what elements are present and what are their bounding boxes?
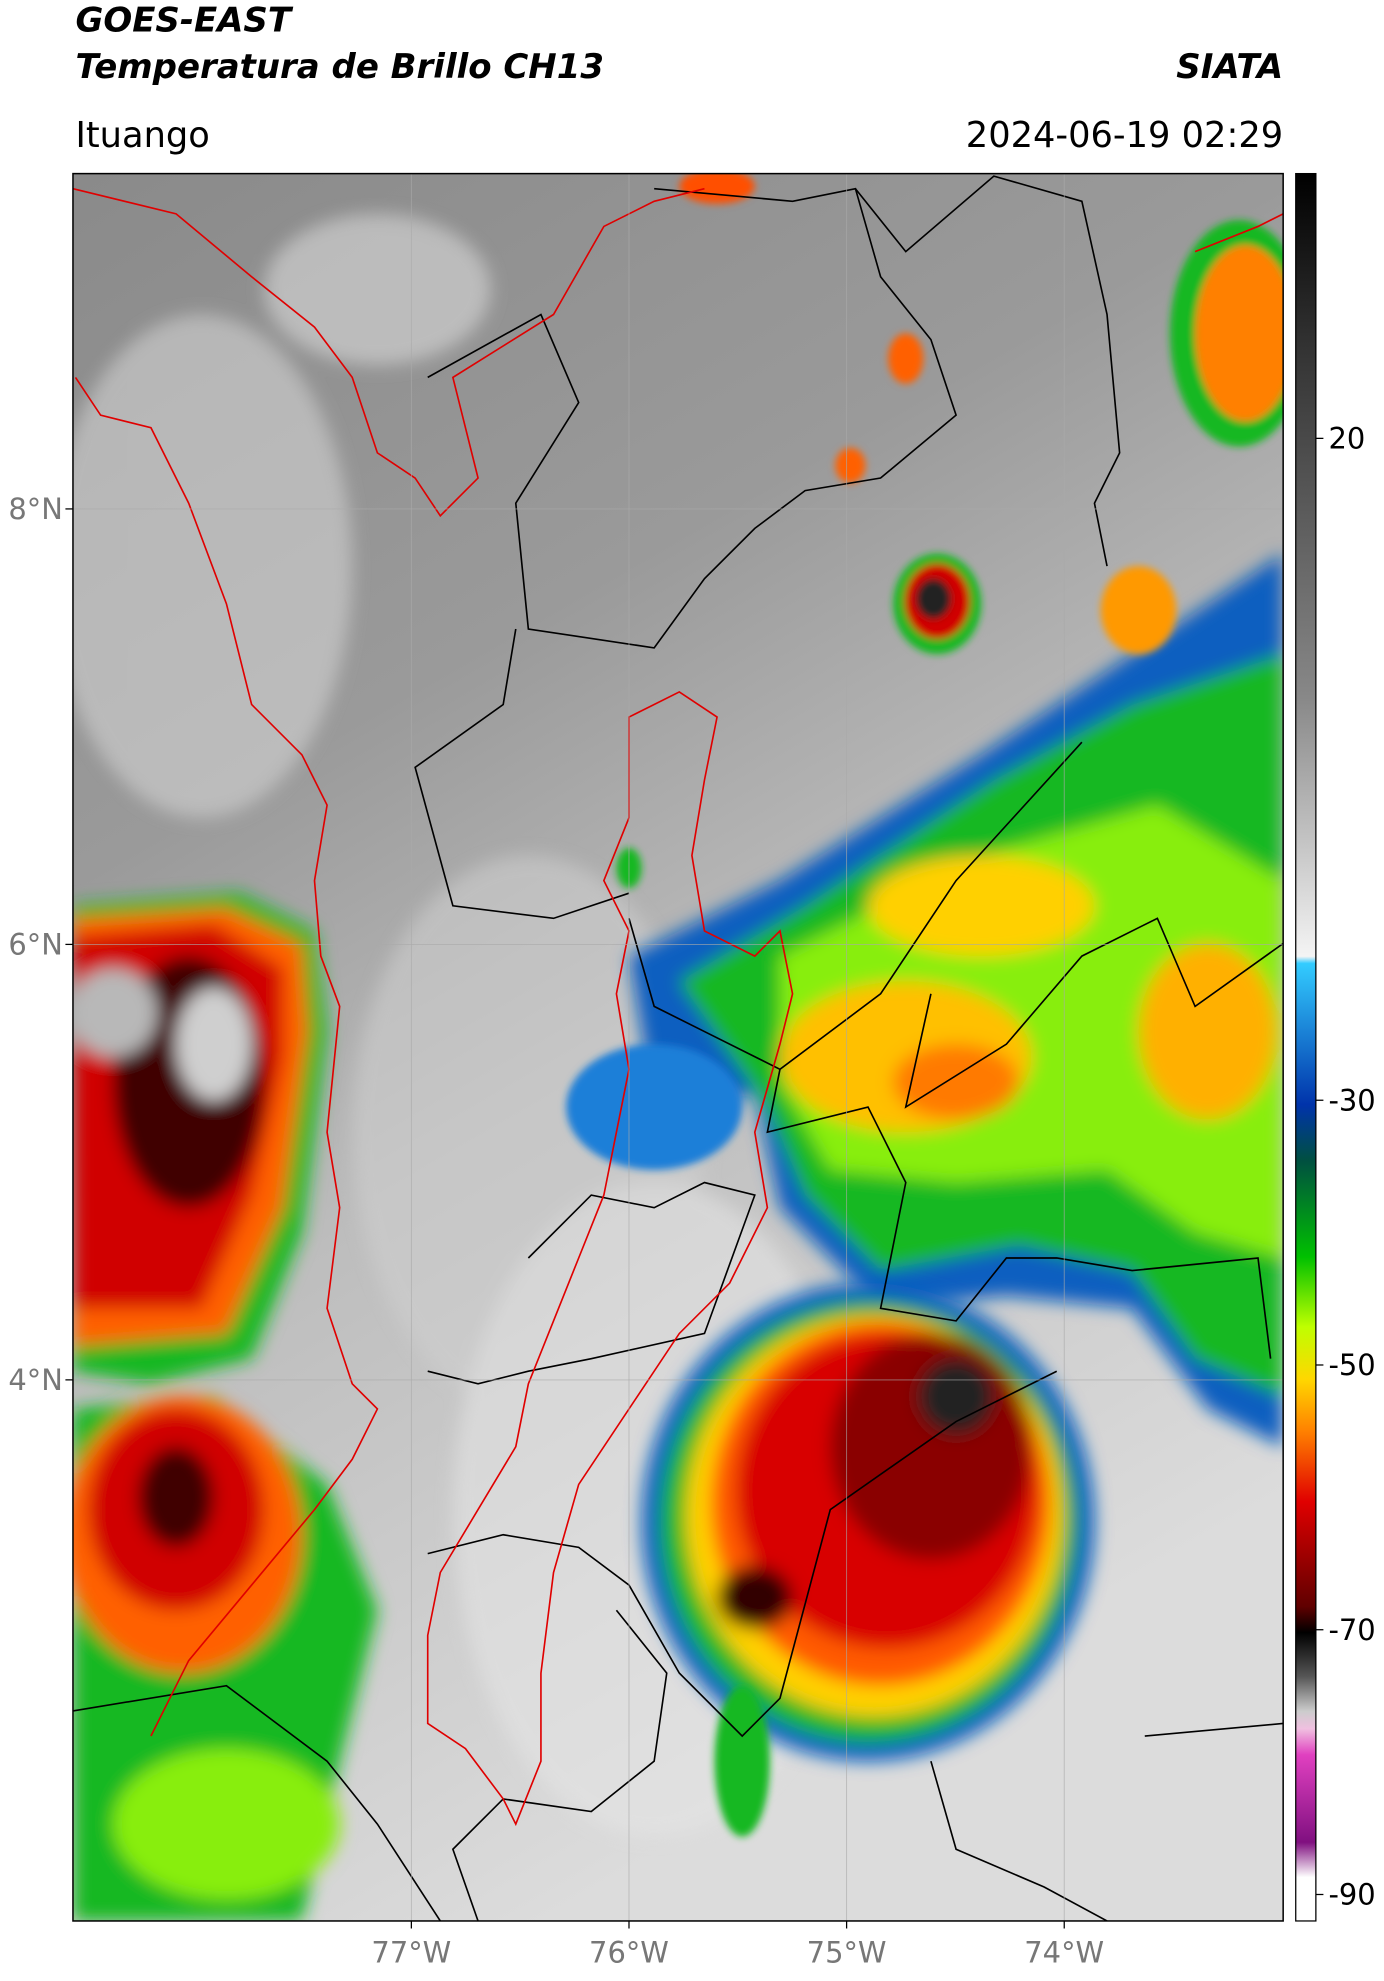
y-tick-label: 6°N — [8, 927, 62, 961]
organization: SIATA — [1176, 47, 1283, 87]
map-frame — [72, 172, 1284, 1922]
colorbar-tick-label: 20 — [1328, 421, 1365, 455]
timestamp: 2024-06-19 02:29 — [966, 115, 1283, 156]
x-tick-label: 74°W — [1024, 1935, 1104, 1969]
title: GOES-EAST — [75, 0, 293, 40]
y-tick-label: 4°N — [8, 1363, 62, 1397]
colorbar-tick-label: -70 — [1328, 1613, 1375, 1647]
colorbar-tick-label: -30 — [1328, 1083, 1375, 1117]
x-tick-label: 76°W — [589, 1935, 669, 1969]
subtitle: Temperatura de Brillo CH13 — [75, 47, 603, 87]
x-tick-label: 77°W — [371, 1935, 451, 1969]
region: Ituango — [75, 115, 209, 156]
satellite-image — [72, 173, 1284, 1921]
y-tick-label: 8°N — [8, 492, 62, 526]
colorbar — [1295, 172, 1317, 1922]
colorbar-tick-label: -90 — [1328, 1878, 1375, 1912]
colorbar-tick-label: -50 — [1328, 1348, 1375, 1382]
x-tick-label: 75°W — [807, 1935, 887, 1969]
grid — [72, 173, 1284, 1921]
